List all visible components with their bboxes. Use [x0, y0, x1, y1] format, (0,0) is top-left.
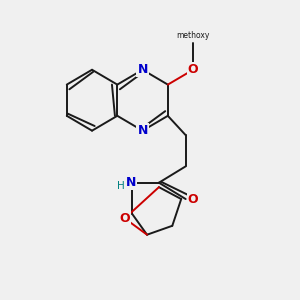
Text: H: H: [117, 181, 125, 191]
Text: O: O: [119, 212, 130, 225]
Text: O: O: [188, 193, 198, 206]
Text: N: N: [137, 124, 148, 137]
Text: methoxy: methoxy: [176, 31, 210, 40]
Text: O: O: [188, 63, 198, 76]
Text: N: N: [125, 176, 136, 189]
Text: N: N: [137, 63, 148, 76]
